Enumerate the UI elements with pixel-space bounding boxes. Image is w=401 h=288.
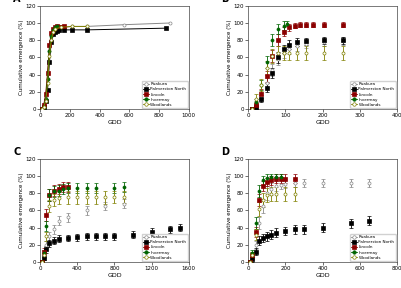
Text: D: D (221, 147, 229, 157)
Legend: Ruakura, Palmerston North, Lincoln, Invermay, Woodlands: Ruakura, Palmerston North, Lincoln, Inve… (350, 234, 396, 261)
Legend: Ruakura, Palmerston North, Lincoln, Invermay, Woodlands: Ruakura, Palmerston North, Lincoln, Inve… (142, 81, 188, 108)
Legend: Ruakura, Palmerston North, Lincoln, Invermay, Woodlands: Ruakura, Palmerston North, Lincoln, Inve… (142, 234, 188, 261)
Y-axis label: Cumulative emergence (%): Cumulative emergence (%) (227, 20, 232, 95)
Text: B: B (221, 0, 229, 4)
Text: A: A (13, 0, 21, 4)
Y-axis label: Cumulative emergence (%): Cumulative emergence (%) (19, 173, 24, 248)
X-axis label: GDD: GDD (107, 120, 122, 125)
Legend: Ruakura, Palmerston North, Lincoln, Invermay, Woodlands: Ruakura, Palmerston North, Lincoln, Inve… (350, 81, 396, 108)
Y-axis label: Cumulative emergence (%): Cumulative emergence (%) (19, 20, 24, 95)
X-axis label: GDD: GDD (107, 273, 122, 278)
X-axis label: GDD: GDD (315, 120, 330, 125)
Text: C: C (13, 147, 20, 157)
X-axis label: GDD: GDD (315, 273, 330, 278)
Y-axis label: Cumulative emergence (%): Cumulative emergence (%) (227, 173, 232, 248)
